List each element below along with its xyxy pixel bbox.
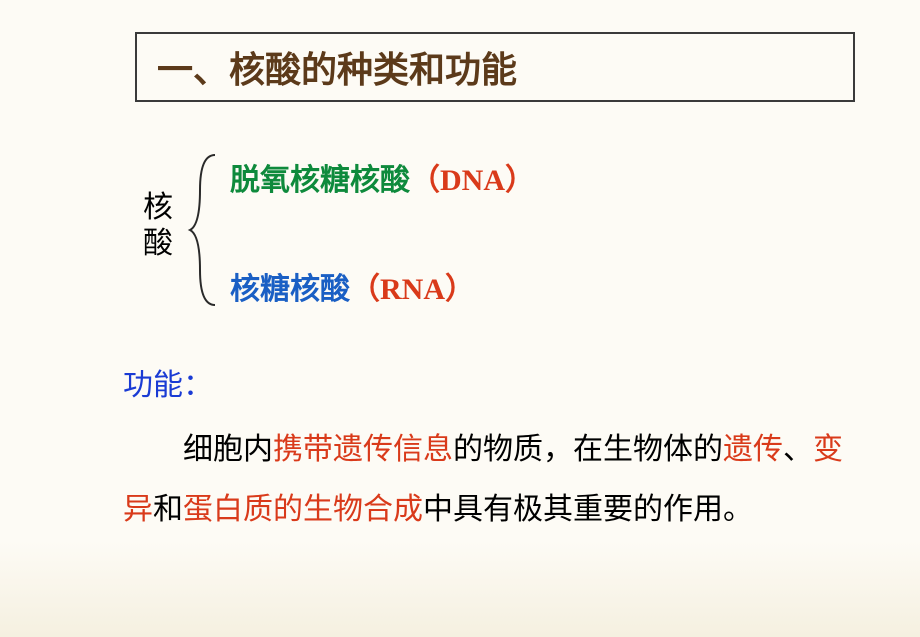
- nucleic-char1: 核: [143, 191, 173, 224]
- highlighted-text: 蛋白质的生物合成: [183, 493, 423, 526]
- title-text: 一、核酸的种类和功能: [157, 41, 517, 93]
- body-text: 、: [783, 433, 813, 466]
- highlighted-text: 携带遗传信息: [273, 433, 453, 466]
- function-label: 功能：: [123, 360, 213, 404]
- nucleic-char2: 酸: [143, 227, 173, 260]
- body-text: 的物质，在生物体的: [453, 433, 723, 466]
- body-text: 中具有极其重要的作用。: [423, 493, 753, 526]
- function-body: 细胞内携带遗传信息的物质，在生物体的遗传、变异和蛋白质的生物合成中具有极其重要的…: [123, 420, 843, 540]
- dna-abbr: （DNA）: [410, 164, 535, 197]
- dna-line: 脱氧核糖核酸（DNA）: [230, 155, 535, 199]
- body-text: 和: [153, 493, 183, 526]
- title-box: 一、核酸的种类和功能: [135, 32, 855, 102]
- rna-abbr: （RNA）: [350, 273, 475, 306]
- body-text: 细胞内: [183, 433, 273, 466]
- highlighted-text: 遗传: [723, 433, 783, 466]
- brace-icon: [185, 150, 225, 310]
- rna-line: 核糖核酸（RNA）: [230, 264, 475, 308]
- dna-name: 脱氧核糖核酸: [230, 164, 410, 197]
- nucleic-acid-label: 核 酸: [143, 190, 173, 262]
- rna-name: 核糖核酸: [230, 273, 350, 306]
